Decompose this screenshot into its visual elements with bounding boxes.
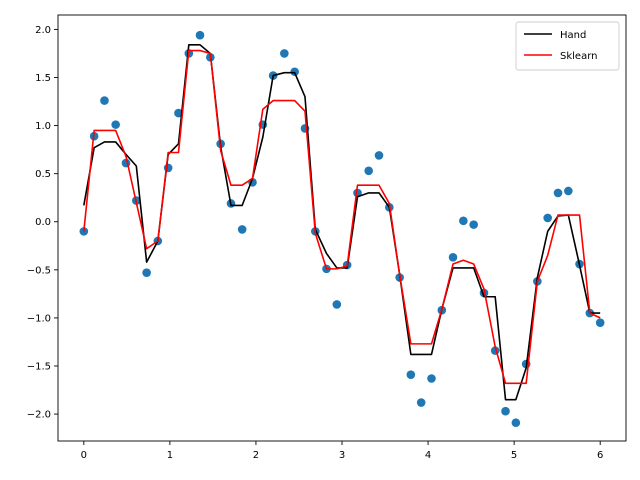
- scatter-point: [427, 374, 436, 383]
- y-tick-label: −2.0: [27, 410, 51, 421]
- scatter-point: [448, 253, 458, 262]
- series-line-sklearn: [83, 49, 601, 385]
- scatter-point: [174, 108, 183, 118]
- x-tick-label: 6: [597, 450, 603, 461]
- scatter-point: [501, 406, 510, 416]
- scatter-point: [553, 188, 563, 198]
- scatter-point: [142, 268, 151, 278]
- scatter-point: [121, 158, 131, 168]
- scatter-point: [237, 225, 247, 234]
- scatter-point: [290, 67, 299, 77]
- y-tick-label: −1.5: [27, 361, 51, 372]
- legend-label-hand: Hand: [560, 30, 586, 41]
- y-tick-label: 1.0: [35, 121, 51, 132]
- legend: Hand Sklearn: [515, 21, 620, 71]
- y-tick-label: 0.0: [35, 217, 51, 228]
- x-tick-label: 4: [425, 450, 431, 461]
- x-tick-label: 0: [81, 450, 87, 461]
- scatter-point: [280, 49, 289, 58]
- legend-label-sklearn: Sklearn: [560, 51, 597, 62]
- x-tick-label: 1: [167, 450, 173, 461]
- axes: 0 1 2 3 4 5 6 −2.0 −1.5 −1.0 −0.5 0.0 0.5 1.0 1.5 2.0: [27, 14, 627, 461]
- y-tick-label: 1.5: [35, 73, 51, 84]
- scatter-point: [374, 151, 384, 160]
- x-tick-label: 5: [511, 450, 517, 461]
- scatter-point: [195, 30, 205, 40]
- scatter-point: [163, 163, 173, 173]
- plot-area: [79, 30, 605, 428]
- y-tick-label: 2.0: [35, 25, 51, 36]
- scatter-point: [100, 96, 109, 105]
- scatter-point: [511, 418, 521, 428]
- scatter-point: [564, 186, 573, 196]
- y-tick-label: 0.5: [35, 169, 51, 180]
- scatter-point: [416, 398, 426, 407]
- scatter-point: [353, 188, 362, 198]
- scatter-point: [469, 220, 478, 229]
- scatter-point: [332, 300, 342, 309]
- scatter-point: [459, 216, 468, 226]
- y-tick-label: −0.5: [27, 265, 51, 276]
- scatter-point: [595, 318, 605, 328]
- scatter-point: [543, 213, 552, 223]
- scatter-point: [111, 120, 120, 129]
- scatter-point: [406, 370, 416, 379]
- x-tick-label: 2: [253, 450, 259, 461]
- y-tick-label: −1.0: [27, 313, 51, 324]
- scatter-point: [364, 166, 373, 176]
- scatter-point: [79, 227, 89, 236]
- x-tick-label: 3: [339, 450, 345, 461]
